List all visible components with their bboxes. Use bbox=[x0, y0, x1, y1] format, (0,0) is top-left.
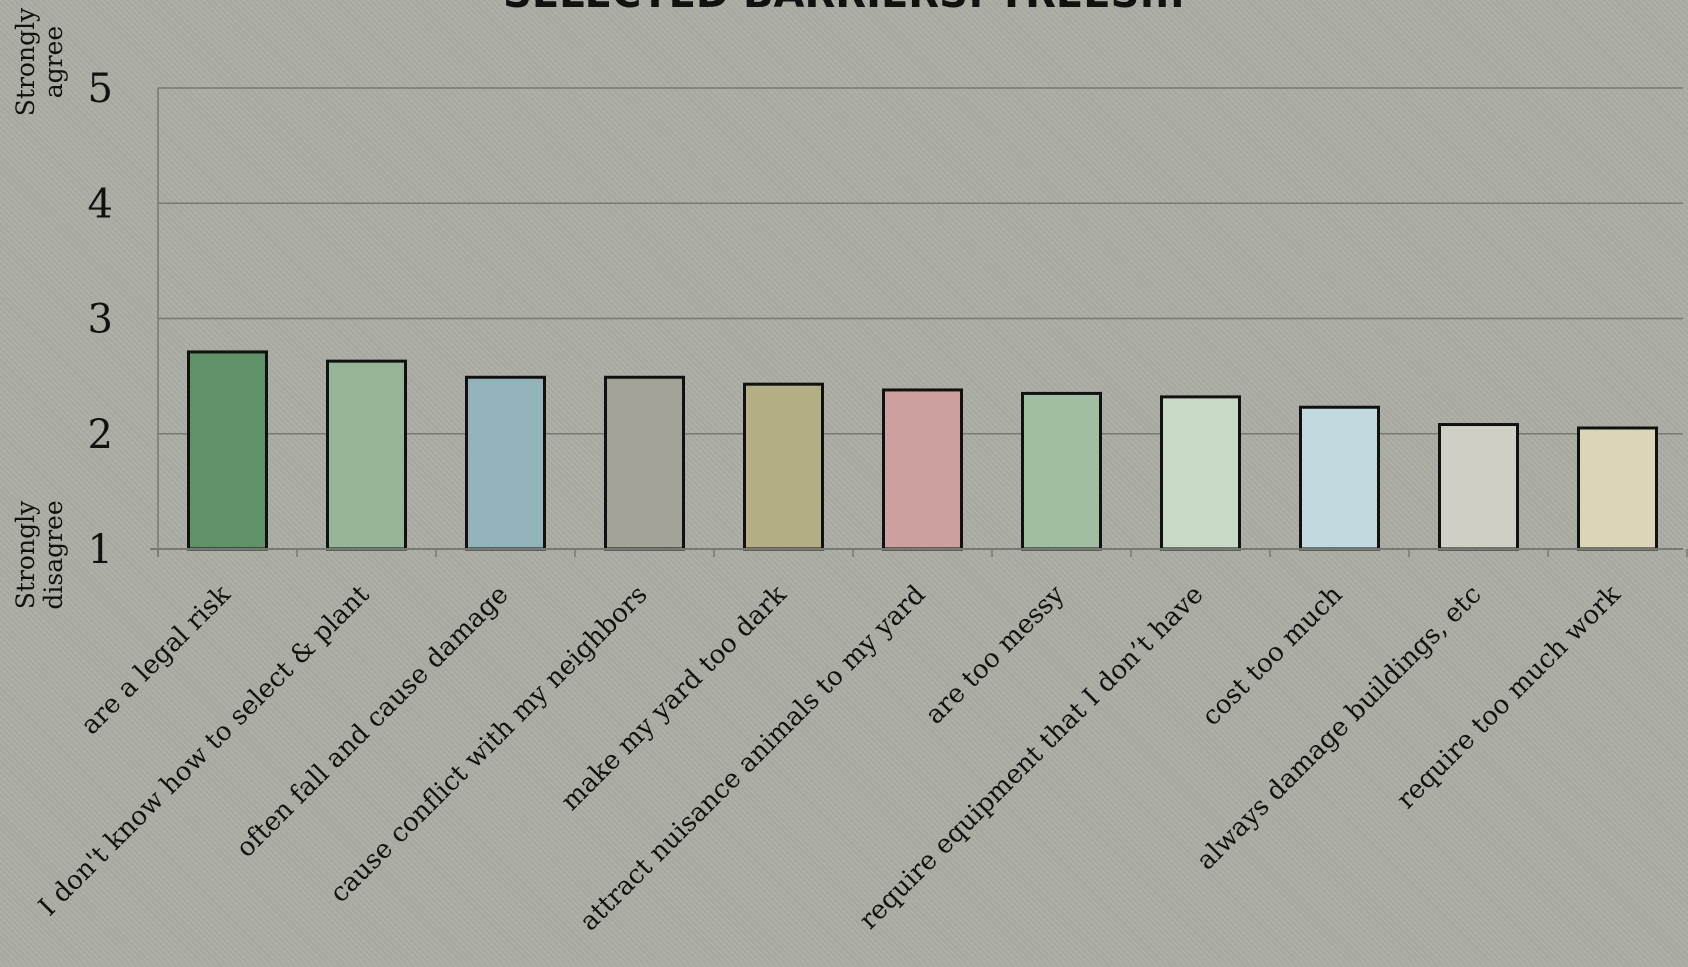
y-label-strongly-disagree-line: Strongly bbox=[11, 500, 40, 609]
x-tick-label: always damage buildings, etc bbox=[1191, 580, 1487, 876]
y-label-strongly-agree-line: agree bbox=[39, 26, 68, 98]
axes bbox=[150, 88, 1688, 557]
y-tick-label: 2 bbox=[88, 412, 113, 458]
x-tick-label: are too messy bbox=[920, 580, 1071, 731]
y-tick-label: 5 bbox=[88, 66, 113, 112]
chart-title: SELECTED BARRIERS: TREES... bbox=[0, 0, 1688, 12]
x-tick-label: make my yard too dark bbox=[556, 580, 793, 817]
bar bbox=[1577, 426, 1658, 551]
bar bbox=[187, 350, 268, 551]
y-label-strongly-agree-line: Strongly bbox=[11, 7, 40, 116]
y-label-strongly-agree: Strongly agree bbox=[11, 7, 68, 116]
bar bbox=[882, 388, 963, 551]
bar bbox=[1021, 391, 1102, 551]
x-tick-label: require too much work bbox=[1391, 580, 1626, 815]
y-label-strongly-disagree: Strongly disagree bbox=[11, 500, 68, 610]
y-tick-label: 3 bbox=[88, 297, 113, 343]
y-tick-label: 4 bbox=[88, 181, 113, 227]
bar bbox=[1438, 423, 1519, 551]
x-tick-label: cost too much bbox=[1196, 580, 1348, 732]
bar bbox=[743, 382, 824, 551]
bar bbox=[1299, 405, 1380, 551]
x-tick-label: often fall and cause damage bbox=[231, 580, 515, 864]
bar bbox=[326, 359, 407, 551]
y-tick-label: 1 bbox=[88, 527, 113, 573]
bars bbox=[187, 350, 1658, 551]
x-tick-label: are a legal risk bbox=[75, 580, 236, 741]
bar bbox=[465, 375, 546, 551]
y-label-strongly-disagree-line: disagree bbox=[39, 500, 68, 609]
x-tick-label: cause conflict with my neighbors bbox=[324, 580, 653, 909]
bar bbox=[604, 375, 685, 551]
bar bbox=[1160, 395, 1241, 551]
